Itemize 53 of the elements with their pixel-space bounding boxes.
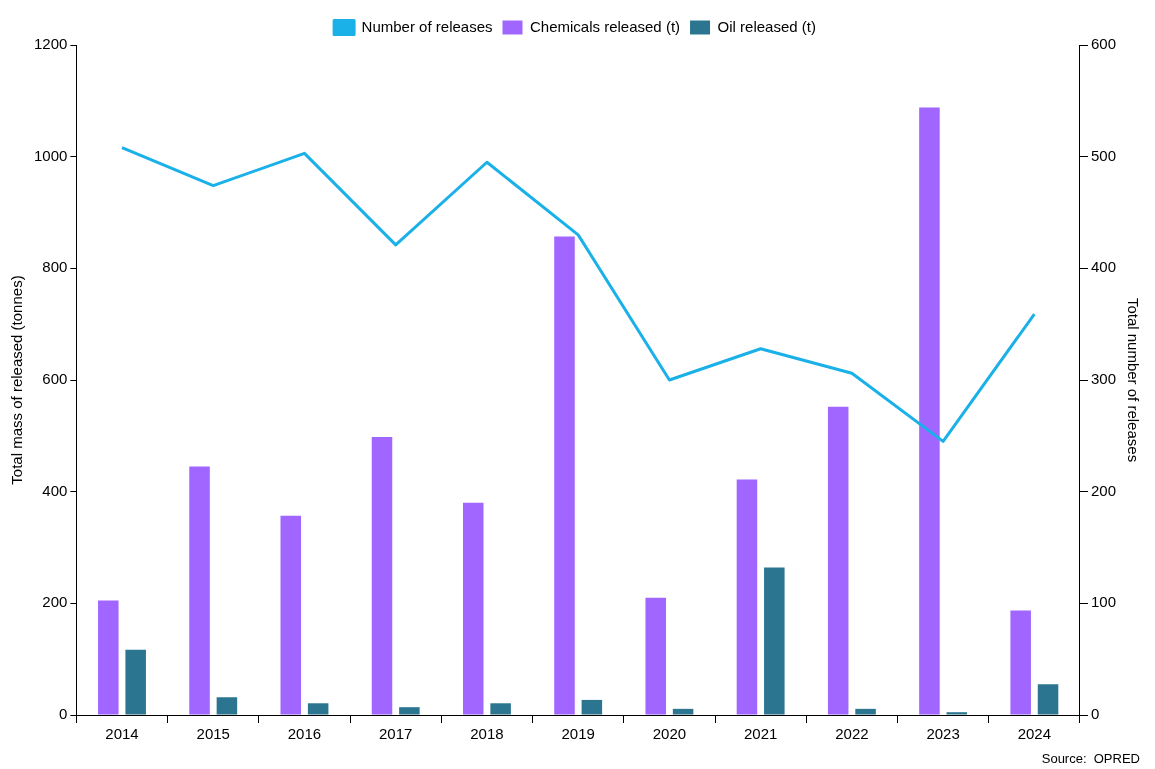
bar [490,703,511,715]
x-tick-label: 2021 [743,725,778,743]
x-tick-label: 2024 [1017,725,1052,743]
y2-tick-label: 500 [1090,146,1116,164]
bar [554,236,575,715]
x-tick-label: 2022 [835,725,869,743]
bar [1010,610,1031,715]
bar [98,600,119,715]
y-tick-label: 200 [42,593,68,611]
bar [919,107,940,715]
y2-tick-label: 100 [1090,593,1116,611]
x-tick-label: 2016 [287,725,322,743]
legend-label: Oil released (t) [717,17,816,35]
bar [672,708,694,715]
bar [736,479,758,715]
y-tick-label: 1000 [33,146,68,164]
x-tick-label: 2014 [105,725,139,743]
x-tick-label: 2020 [652,725,687,743]
y2-tick-label: 300 [1090,370,1116,388]
bar [216,697,238,715]
legend-label: Number of releases [361,17,493,35]
bar [280,515,302,715]
bar [581,699,603,715]
bar [1037,684,1059,715]
x-tick-label: 2015 [196,725,230,743]
bar [645,597,666,715]
y2-axis-title: Total number of releases [1124,297,1142,463]
x-tick-label: 2019 [561,725,595,743]
bar [399,707,420,715]
y2-tick-label: 600 [1090,35,1116,53]
y2-tick-label: 0 [1090,705,1100,723]
source-note: Source: OPRED [1041,751,1140,767]
x-tick-label: 2023 [926,725,960,743]
x-tick-label: 2017 [379,725,413,743]
y2-tick-label: 200 [1090,481,1116,499]
y2-tick-label: 400 [1090,258,1116,276]
bar [764,567,785,715]
bar [855,708,876,715]
bar [462,502,484,715]
y-tick-label: 600 [42,370,68,388]
bar [125,649,146,715]
legend-label: Chemicals released (t) [529,17,681,35]
bar [946,712,968,715]
bar [827,406,849,715]
y-tick-label: 400 [42,481,68,499]
y-tick-label: 0 [59,705,68,723]
x-tick-label: 2018 [470,725,504,743]
bar [189,466,210,715]
bar [307,703,329,715]
y-axis-title: Total mass of released (tonnes) [8,275,26,485]
y-tick-label: 800 [42,258,68,276]
bar [371,436,393,715]
y-tick-label: 1200 [33,35,68,53]
